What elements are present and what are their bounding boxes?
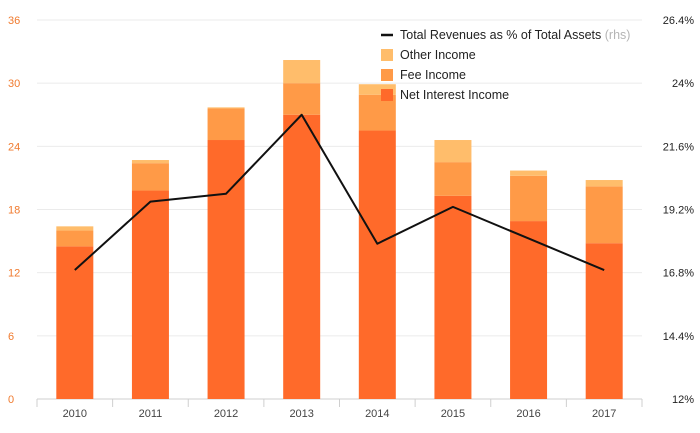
x-tick-label: 2016 [516,408,540,420]
bar-fee-income-2012 [207,108,245,141]
bar-net-interest-income-2017 [585,243,623,399]
bar-net-interest-income-2015 [434,195,472,399]
axes: 0 6 12 18 24 30 36 12% 14.4% 16.8% 19.2% 21.6% 24% 26… [8,15,694,420]
bar-net-interest-income-2012 [207,140,245,399]
bar-fee-income-2013 [283,83,321,115]
legend-label-net-interest-income: Net Interest Income [400,88,509,102]
x-tick-label: 2017 [592,408,616,420]
x-tick-label: 2013 [289,408,313,420]
bar-other-income-2014 [358,84,396,95]
revenue-ratio-line [74,113,605,271]
bar-net-interest-income-2010 [56,246,94,399]
y-left-tick-label: 30 [8,78,20,90]
y-right-tick-label: 24% [672,78,694,90]
legend-label-revenue-ratio: Total Revenues as % of Total Assets (rhs… [400,28,630,42]
bar-other-income-2011 [131,160,169,164]
bar-other-income-2012 [207,107,245,109]
x-tick-label: 2012 [214,408,238,420]
x-tick-label: 2011 [139,408,163,420]
bars [56,60,623,399]
legend-label-other-income: Other Income [400,48,476,62]
x-tick-label: 2014 [365,408,389,420]
bar-net-interest-income-2014 [358,130,396,399]
x-tick-label: 2015 [441,408,465,420]
bar-fee-income-2011 [131,163,169,191]
legend-rhs-suffix: (rhs) [605,28,631,42]
bar-fee-income-2016 [510,175,548,222]
y-left-tick-label: 24 [8,141,20,153]
bar-net-interest-income-2011 [131,190,169,399]
gridlines [37,19,642,400]
y-right-tick-label: 12% [672,394,694,406]
x-tick-label: 2010 [63,408,87,420]
bar-other-income-2015 [434,140,472,163]
bar-net-interest-income-2013 [283,114,321,399]
bar-fee-income-2017 [585,186,623,244]
bar-net-interest-income-2016 [510,221,548,399]
y-left-tick-label: 12 [8,268,20,280]
y-right-tick-label: 21.6% [663,141,694,153]
bar-other-income-2016 [510,170,548,176]
legend-label-fee-income: Fee Income [400,68,466,82]
y-left-tick-label: 6 [8,331,14,343]
bar-fee-income-2010 [56,230,94,247]
legend-swatch-net-interest-income [381,89,393,101]
y-left-tick-label: 0 [8,394,14,406]
y-left-tick-label: 18 [8,205,20,217]
legend-swatch-other-income [381,49,393,61]
legend: Total Revenues as % of Total Assets (rhs… [381,28,630,102]
y-right-tick-label: 16.8% [663,268,694,280]
bar-fee-income-2015 [434,162,472,196]
bar-other-income-2013 [283,60,321,84]
y-right-tick-label: 14.4% [663,331,694,343]
revenue-ratio-polyline [74,113,605,271]
y-left-tick-label: 36 [8,15,20,27]
bar-other-income-2017 [585,180,623,187]
y-right-tick-label: 19.2% [663,205,694,217]
legend-swatch-fee-income [381,69,393,81]
y-right-tick-label: 26.4% [663,15,694,27]
bar-other-income-2010 [56,226,94,231]
